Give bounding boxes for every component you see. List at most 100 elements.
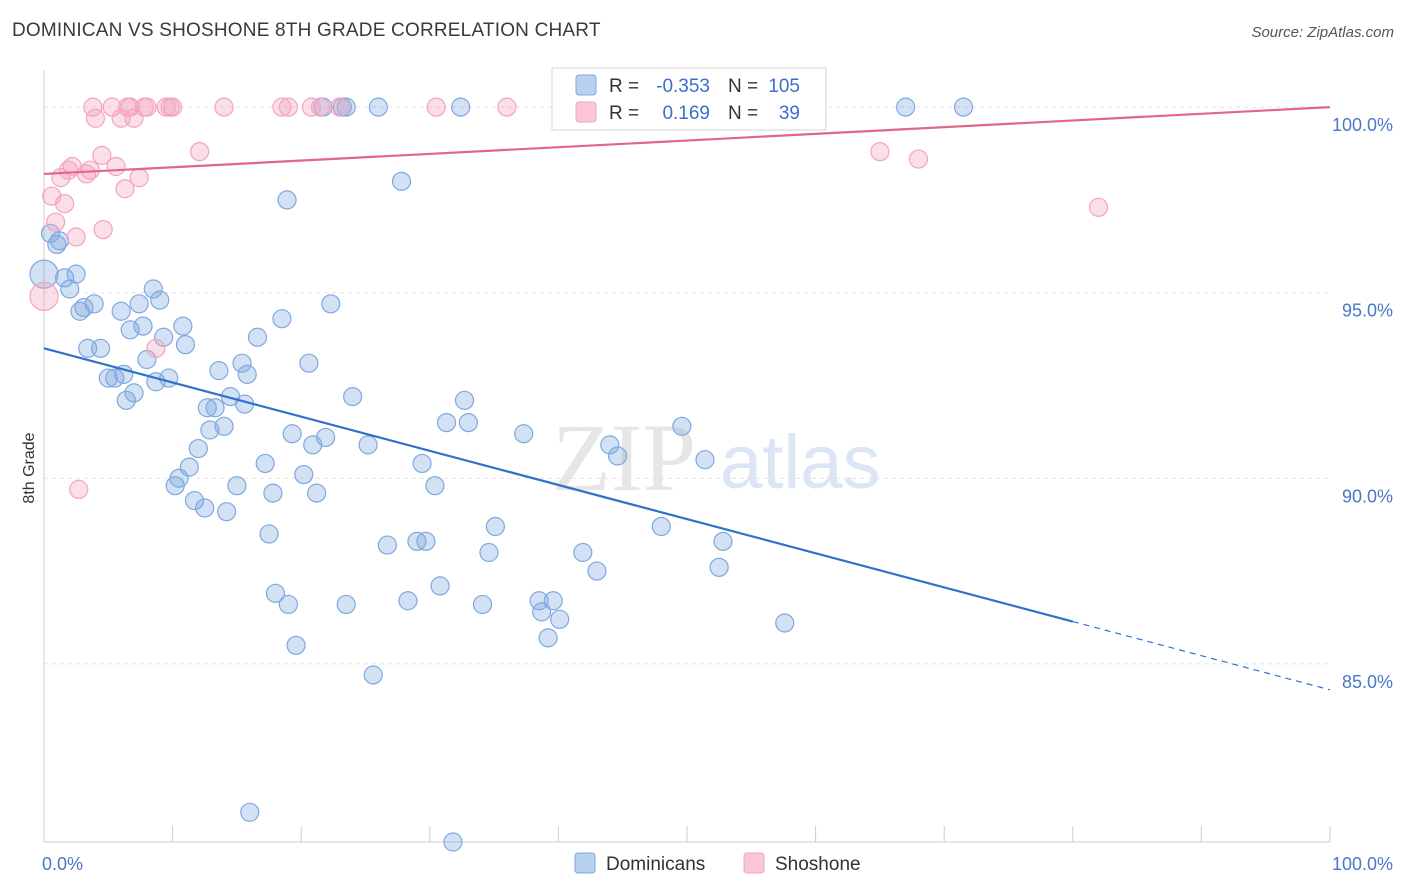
point-dominicans-85 [479,542,499,563]
point-dominicans-14 [111,301,131,321]
point-shoshone-12 [92,145,112,165]
point-dominicans-43 [232,353,252,373]
y-tick-label-1: 90.0% [1342,486,1393,506]
series-legend-swatch-dominicans [574,852,596,874]
x-tick-label-0: 0.0% [42,854,83,874]
legend-r-label-shoshone: R = [609,103,639,124]
point-shoshone-27 [163,97,183,117]
point-dominicans-81 [451,97,471,117]
point-dominicans-104 [953,97,974,117]
point-dominicans-58 [299,353,319,373]
point-dominicans-11 [90,338,111,358]
point-dominicans-29 [173,316,193,336]
point-dominicans-35 [197,398,217,418]
point-shoshone-8 [76,164,97,184]
point-shoshone-2 [45,212,66,232]
point-dominicans-38 [209,361,229,381]
point-dominicans-51 [265,583,286,603]
point-dominicans-39 [214,416,234,436]
point-dominicans-66 [336,594,356,615]
legend-r-label-dominicans: R = [609,76,639,97]
point-shoshone-40 [69,479,89,500]
point-dominicans-63 [321,294,341,314]
point-dominicans-83 [458,412,478,433]
point-dominicans-16 [116,390,136,410]
point-dominicans-103 [896,97,916,117]
point-dominicans-36 [200,420,220,440]
point-dominicans-89 [532,602,552,622]
legend-n-value-shoshone: 39 [779,103,800,124]
point-shoshone-24 [146,338,166,358]
point-dominicans-68 [358,435,378,455]
tick-labels: 85.0% 90.0% 95.0% 100.0% 0.0% 100.0% [42,115,1393,874]
point-dominicans-12 [98,368,118,388]
point-dominicans-65 [336,97,356,117]
point-dominicans-3 [49,231,70,251]
source-label: Source: ZipAtlas.com [1251,24,1394,41]
point-shoshone-10 [83,97,103,117]
trend-line-dominicans [43,347,1074,623]
trend-lines [43,106,1331,691]
point-shoshone-37 [870,142,890,162]
legend-n-label-shoshone: N = [728,103,758,124]
series-legend-label-shoshone: Shoshone [775,854,861,875]
point-dominicans-52 [272,309,292,329]
legend-r-value-dominicans: -0.353 [656,76,710,97]
point-shoshone-5 [58,160,79,180]
series-legend-label-dominicans: Dominicans [606,854,705,875]
y-axis-label: 8th Grade [21,432,38,503]
point-dominicans-22 [143,279,163,299]
point-shoshone-36 [497,97,517,117]
trend-line-extension-dominicans [1072,620,1331,691]
stats-legend: R = -0.353 N = 105 R = 0.169 N = 39 [551,67,827,131]
point-dominicans-6 [66,264,86,284]
point-dominicans-18 [124,383,144,403]
point-dominicans-69 [363,665,383,685]
point-shoshone-28 [190,142,210,162]
point-dominicans-32 [184,490,205,511]
point-dominicans-75 [412,453,432,474]
legend-n-label-dominicans: N = [728,76,758,97]
y-tick-label-0: 85.0% [1342,672,1393,692]
point-dominicans-49 [259,524,279,544]
point-dominicans-88 [529,591,549,611]
point-shoshone-33 [310,97,331,117]
point-dominicans-92 [550,609,570,629]
point-dominicans-98 [672,416,692,436]
point-shoshone-35 [426,97,446,117]
legend-r-value-shoshone: 0.169 [662,103,710,124]
point-dominicans-84 [472,594,493,615]
point-shoshone-7 [66,227,86,247]
point-shoshone-30 [272,97,292,117]
point-dominicans-17 [120,320,140,340]
point-dominicans-99 [695,450,715,470]
axes [43,70,1331,843]
point-shoshone-29 [214,97,234,117]
point-dominicans-0 [29,259,59,289]
point-dominicans-57 [294,464,314,485]
legend-n-value-dominicans: 105 [768,76,800,97]
point-dominicans-101 [713,531,733,551]
point-dominicans-48 [255,453,275,474]
point-dominicans-54 [278,594,298,615]
x-tick-label-1: 100.0% [1332,854,1393,874]
y-tick-label-3: 100.0% [1332,115,1393,135]
point-dominicans-95 [600,435,620,455]
grid-lines [44,106,1330,665]
point-dominicans-20 [133,316,153,336]
point-dominicans-93 [573,542,593,563]
point-dominicans-50 [263,483,283,503]
y-tick-label-2: 95.0% [1342,301,1393,321]
point-shoshone-13 [93,219,113,240]
point-dominicans-47 [247,327,268,347]
point-dominicans-40 [217,502,237,522]
point-dominicans-82 [454,390,475,410]
point-dominicans-4 [54,268,75,288]
point-dominicans-73 [398,591,418,611]
point-dominicans-100 [709,557,729,577]
chart-title: DOMINICAN VS SHOSHONE 8TH GRADE CORRELAT… [12,20,601,41]
point-dominicans-76 [416,531,436,551]
legend-swatch-dominicans [575,74,597,96]
point-shoshone-17 [115,179,135,199]
point-shoshone-34 [330,97,350,117]
